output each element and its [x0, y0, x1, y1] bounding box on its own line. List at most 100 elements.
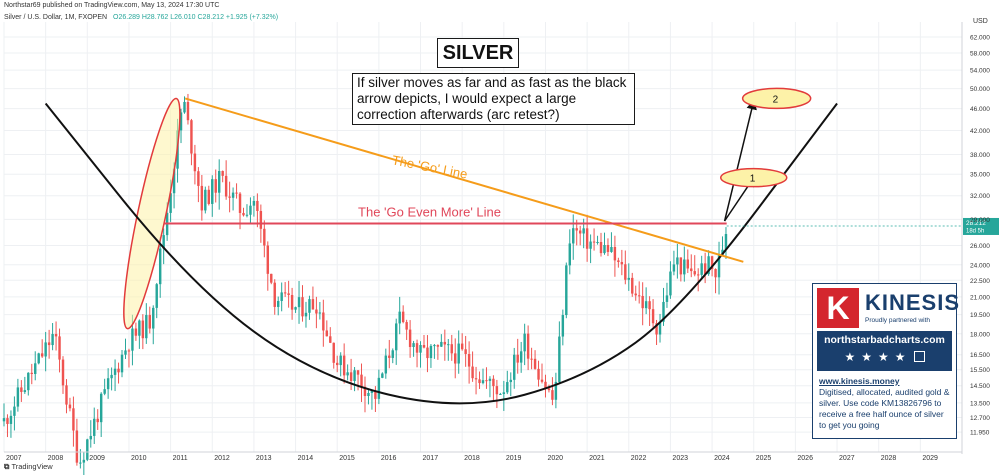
candle-body: [374, 390, 377, 399]
candle-body: [683, 259, 686, 275]
candle-body: [110, 374, 113, 379]
candle-body: [662, 301, 665, 322]
y-tick-label: 62.000: [970, 35, 990, 42]
candle-body: [655, 323, 658, 335]
candle-body: [620, 262, 624, 265]
candle-body: [138, 320, 141, 336]
candle-body: [54, 334, 58, 337]
candle-body: [495, 386, 499, 395]
go-even-more-line-label: The 'Go Even More' Line: [358, 205, 501, 220]
candle-body: [700, 263, 703, 275]
candle-body: [603, 244, 606, 254]
candle-body: [120, 354, 124, 373]
candle-body: [384, 355, 388, 374]
site-band[interactable]: northstarbadcharts.com ★★★★: [817, 331, 952, 371]
candle-body: [471, 366, 474, 379]
candle-body: [582, 228, 585, 234]
y-tick-label: 18.000: [970, 331, 990, 338]
candle-body: [526, 333, 530, 359]
price-tag: [963, 217, 999, 235]
candle-body: [485, 380, 488, 382]
candle-body: [665, 295, 669, 302]
annotation-overlays: The 'Go' Line The 'Go Even More' Line 1 2 28…: [44, 87, 999, 405]
axes: 62.000 58.000 54.000 50.000 46.000 42.000 38.0…: [4, 22, 990, 462]
candle-body: [519, 351, 523, 363]
candle-body: [408, 329, 412, 347]
y-tick-label: 50.000: [970, 86, 990, 93]
candle-body: [9, 415, 13, 424]
y-tick-label: 26.000: [970, 243, 990, 250]
candle-body: [259, 210, 263, 229]
x-tick-label: 2015: [339, 455, 355, 462]
candle-body: [388, 355, 391, 358]
candle-body: [82, 459, 86, 463]
candle-body: [315, 309, 318, 314]
candle-body: [65, 385, 68, 405]
symbol-name: Silver / U.S. Dollar, 1M, FXOPEN: [4, 14, 108, 21]
x-tick-label: 2011: [173, 455, 188, 462]
partner-text: Proudly partnered with: [865, 317, 931, 324]
candle-body: [106, 378, 110, 390]
candle-body: [447, 344, 450, 346]
candle-body: [34, 363, 37, 374]
candle-body: [270, 273, 273, 283]
candle-body: [231, 192, 235, 198]
candle-body: [339, 355, 342, 366]
candle-body: [30, 372, 33, 374]
y-tick-label: 14.500: [970, 383, 990, 390]
candle-body: [72, 408, 75, 431]
candle-body: [513, 354, 516, 380]
candle-body: [585, 228, 589, 249]
candle-body: [89, 435, 92, 440]
candle-body: [228, 196, 231, 198]
candle-body: [207, 189, 211, 204]
x-tick-label: 2027: [839, 455, 855, 462]
kinesis-ad-panel[interactable]: K KINESIS Proudly partnered with northst…: [812, 283, 959, 439]
candle-body: [724, 233, 728, 250]
candle-body: [533, 358, 537, 369]
candle-body: [631, 277, 634, 294]
candle-body: [467, 353, 471, 367]
candle-body: [131, 328, 134, 351]
y-tick-label: 12.700: [970, 415, 990, 422]
candle-body: [58, 336, 61, 360]
candle-body: [311, 299, 315, 310]
candle-body: [276, 300, 280, 307]
y-tick-label: 19.500: [970, 312, 990, 319]
price-tag-value: 28.212: [966, 220, 986, 227]
candle-body: [624, 264, 627, 280]
candle-body: [353, 370, 356, 381]
candle-body: [440, 341, 443, 347]
x-tick-label: 2020: [547, 455, 563, 462]
y-tick-label: 15.500: [970, 367, 990, 374]
x-tick-label: 2014: [298, 455, 314, 462]
candle-body: [172, 168, 176, 194]
candle-body: [68, 404, 72, 409]
candle-body: [377, 377, 381, 399]
candle-body: [117, 368, 120, 373]
candle-body: [696, 274, 700, 276]
candle-body: [488, 378, 492, 381]
y-tick-label: 11.950: [970, 430, 990, 437]
candle-body: [690, 268, 693, 272]
candle-body: [155, 284, 158, 308]
ad-description: Digitised, allocated, audited gold & sil…: [819, 387, 950, 430]
candle-body: [336, 362, 339, 366]
x-tick-label: 2026: [797, 455, 813, 462]
y-tick-label: 24.000: [970, 262, 990, 269]
candle-body: [717, 255, 721, 278]
y-tick-label: 13.500: [970, 400, 990, 407]
site-link[interactable]: northstarbadcharts.com: [824, 334, 945, 346]
tradingview-footer[interactable]: ⧉ TradingView: [4, 462, 53, 472]
candle-body: [356, 370, 360, 375]
y-tick-label: 35.000: [970, 172, 990, 179]
candle-body: [613, 246, 617, 261]
x-tick-label: 2024: [714, 455, 730, 462]
candle-body: [596, 241, 599, 243]
candle-body: [322, 312, 325, 331]
tradingview-label: TradingView: [11, 462, 53, 471]
candle-body: [693, 271, 696, 275]
kinesis-url-link[interactable]: www.kinesis.money: [819, 376, 900, 386]
candle-body: [658, 321, 662, 335]
